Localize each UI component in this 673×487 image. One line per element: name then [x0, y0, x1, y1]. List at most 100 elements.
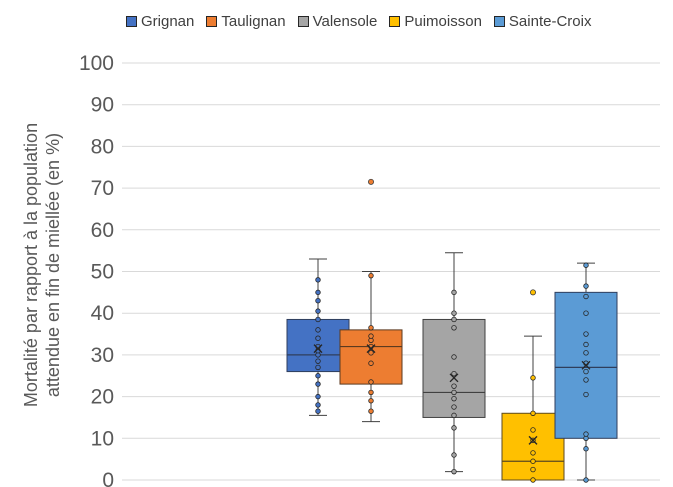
- data-point-taulignan-9: [368, 325, 374, 331]
- data-point-taulignan-8: [368, 333, 374, 339]
- legend-item-sainte-croix: Sainte-Croix: [493, 12, 592, 30]
- legend-swatch-sainte-croix: [493, 15, 505, 27]
- y-tick-label-10: 10: [91, 427, 114, 450]
- legend-item-valensole: Valensole: [297, 12, 378, 30]
- data-point-valensole-10: [451, 325, 457, 331]
- mean-marker-grignan: [313, 344, 323, 354]
- data-point-valensole-4: [451, 404, 457, 410]
- legend-label-taulignan: Taulignan: [221, 12, 286, 30]
- gridlines: [122, 62, 660, 481]
- data-point-grignan-11: [315, 327, 321, 333]
- series-valensole: [422, 252, 486, 475]
- data-point-valensole-5: [451, 395, 457, 402]
- data-point-sainte-croix-0: [583, 477, 589, 483]
- data-point-puimoisson-2: [530, 458, 536, 464]
- data-point-grignan-4: [315, 373, 321, 379]
- data-point-taulignan-1: [368, 398, 374, 404]
- y-tick-label-0: 0: [102, 469, 114, 487]
- box-valensole: [422, 318, 486, 418]
- mean-marker-sainte-croix: [581, 360, 591, 370]
- y-tick-label-70: 70: [91, 177, 114, 200]
- boxplot-series: [286, 178, 618, 483]
- data-point-valensole-9: [451, 354, 457, 360]
- data-point-taulignan-4: [368, 360, 374, 366]
- y-tick-label-100: 100: [79, 52, 114, 75]
- data-point-sainte-croix-13: [583, 283, 589, 289]
- data-point-sainte-croix-11: [583, 310, 589, 316]
- data-point-sainte-croix-1: [583, 446, 589, 452]
- outlier-point-taulignan-0: [367, 178, 374, 185]
- data-point-valensole-7: [451, 383, 457, 389]
- data-point-valensole-6: [451, 389, 457, 396]
- legend-label-sainte-croix: Sainte-Croix: [508, 12, 592, 30]
- data-point-puimoisson-0: [530, 477, 536, 483]
- data-point-grignan-2: [315, 393, 321, 400]
- legend-swatch-puimoisson: [389, 15, 401, 27]
- data-point-puimoisson-7: [530, 375, 536, 381]
- data-point-taulignan-0: [368, 408, 374, 414]
- data-point-grignan-12: [315, 316, 321, 323]
- mean-marker-puimoisson: [528, 435, 538, 445]
- series-grignan: [286, 258, 350, 416]
- y-tick-label-90: 90: [91, 94, 114, 117]
- data-point-grignan-15: [315, 289, 321, 296]
- data-point-sainte-croix-5: [583, 377, 589, 383]
- data-point-grignan-10: [315, 335, 321, 341]
- outlier-point-puimoisson-0: [530, 289, 537, 296]
- legend: Grignan Taulignan Valensole Puimoisson S…: [126, 10, 591, 32]
- legend-label-puimoisson: Puimoisson: [404, 12, 482, 30]
- legend-swatch-grignan: [126, 15, 137, 27]
- y-axis: 0 10 20 30 40 50 60 70 80 90 100: [79, 52, 114, 487]
- y-axis-label-line-1: Mortalité par rapport à la population: [21, 122, 41, 408]
- data-point-sainte-croix-12: [583, 293, 589, 300]
- y-tick-label-40: 40: [91, 302, 114, 325]
- data-point-sainte-croix-14: [583, 262, 589, 268]
- data-point-sainte-croix-8: [583, 350, 589, 356]
- data-point-puimoisson-3: [530, 450, 536, 456]
- data-point-grignan-16: [315, 277, 321, 283]
- series-puimoisson: [501, 289, 565, 483]
- data-point-sainte-croix-9: [583, 341, 589, 348]
- data-point-puimoisson-6: [530, 410, 536, 416]
- data-point-valensole-8: [451, 370, 457, 377]
- y-tick-label-60: 60: [91, 219, 114, 242]
- data-point-valensole-12: [451, 310, 457, 316]
- data-point-valensole-3: [451, 412, 457, 419]
- data-point-taulignan-2: [368, 389, 374, 396]
- data-point-grignan-13: [315, 308, 321, 314]
- mean-marker-taulignan: [366, 344, 376, 354]
- data-point-puimoisson-1: [530, 466, 536, 473]
- legend-item-grignan: Grignan: [126, 13, 194, 30]
- data-point-puimoisson-5: [530, 427, 536, 433]
- data-point-taulignan-10: [368, 272, 374, 279]
- data-point-taulignan-3: [368, 379, 374, 385]
- data-point-grignan-0: [315, 408, 321, 414]
- series-sainte-croix: [554, 262, 618, 483]
- series-taulignan: [339, 178, 403, 423]
- data-point-valensole-1: [451, 452, 457, 458]
- y-tick-label-80: 80: [91, 135, 114, 158]
- data-point-sainte-croix-4: [583, 391, 589, 398]
- legend-item-taulignan: Taulignan: [206, 12, 286, 30]
- y-tick-label-20: 20: [91, 386, 114, 409]
- legend-swatch-taulignan: [206, 15, 218, 27]
- legend-label-valensole: Valensole: [312, 12, 378, 30]
- data-point-grignan-14: [315, 297, 321, 304]
- data-point-valensole-0: [451, 468, 457, 475]
- data-point-grignan-3: [315, 381, 321, 387]
- data-point-taulignan-5: [368, 350, 374, 356]
- data-point-grignan-1: [315, 402, 321, 408]
- mean-marker-valensole: [449, 373, 459, 383]
- data-point-sainte-croix-6: [583, 368, 589, 375]
- legend-label-grignan: Grignan: [141, 12, 195, 30]
- data-point-grignan-6: [315, 358, 321, 364]
- legend-item-puimoisson: Puimoisson: [389, 13, 482, 30]
- data-point-grignan-5: [315, 364, 321, 371]
- y-tick-label-50: 50: [91, 261, 114, 284]
- y-tick-label-30: 30: [91, 344, 114, 367]
- data-point-sainte-croix-10: [583, 331, 589, 337]
- data-point-valensole-13: [451, 289, 457, 296]
- y-axis-label-line-2: attendue en fin de miellée (en %): [43, 132, 63, 398]
- data-point-sainte-croix-3: [583, 431, 589, 437]
